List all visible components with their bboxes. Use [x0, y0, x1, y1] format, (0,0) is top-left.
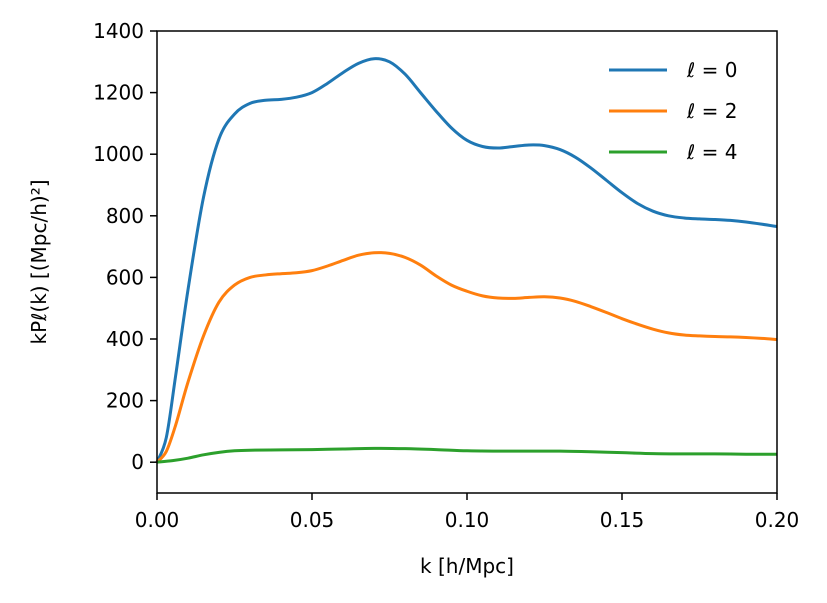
x-tick-label: 0.10 — [445, 508, 490, 532]
y-tick-label: 0 — [131, 450, 144, 474]
x-axis: 0.00 0.05 0.10 0.15 0.20 — [135, 493, 800, 532]
x-tick-label: 0.05 — [290, 508, 335, 532]
legend-label-1: ℓ = 2 — [686, 99, 737, 123]
series-layer — [155, 57, 778, 464]
y-tick-label: 400 — [106, 327, 144, 351]
x-axis-label: k [h/Mpc] — [420, 554, 514, 578]
plot-frame — [156, 30, 778, 494]
series-line-1 — [155, 251, 778, 464]
x-tick-label: 0.20 — [755, 508, 800, 532]
legend-label-2: ℓ = 4 — [686, 140, 737, 164]
x-tick-label: 0.15 — [600, 508, 645, 532]
legend: ℓ = 0 ℓ = 2 ℓ = 4 — [609, 58, 737, 164]
y-tick-label: 200 — [106, 389, 144, 413]
series-line-2 — [156, 446, 778, 464]
y-tick-label: 800 — [106, 204, 144, 228]
y-tick-label: 1200 — [93, 81, 144, 105]
y-tick-label: 600 — [106, 265, 144, 289]
series-line-0 — [155, 57, 778, 463]
y-tick-label: 1400 — [93, 19, 144, 43]
x-tick-label: 0.00 — [135, 508, 180, 532]
y-axis-label: kPℓ(k) [(Mpc/h)²] — [27, 179, 51, 344]
y-axis: 0 200 400 600 800 1000 1200 1400 — [93, 19, 157, 474]
legend-label-0: ℓ = 0 — [686, 58, 737, 82]
y-tick-label: 1000 — [93, 142, 144, 166]
